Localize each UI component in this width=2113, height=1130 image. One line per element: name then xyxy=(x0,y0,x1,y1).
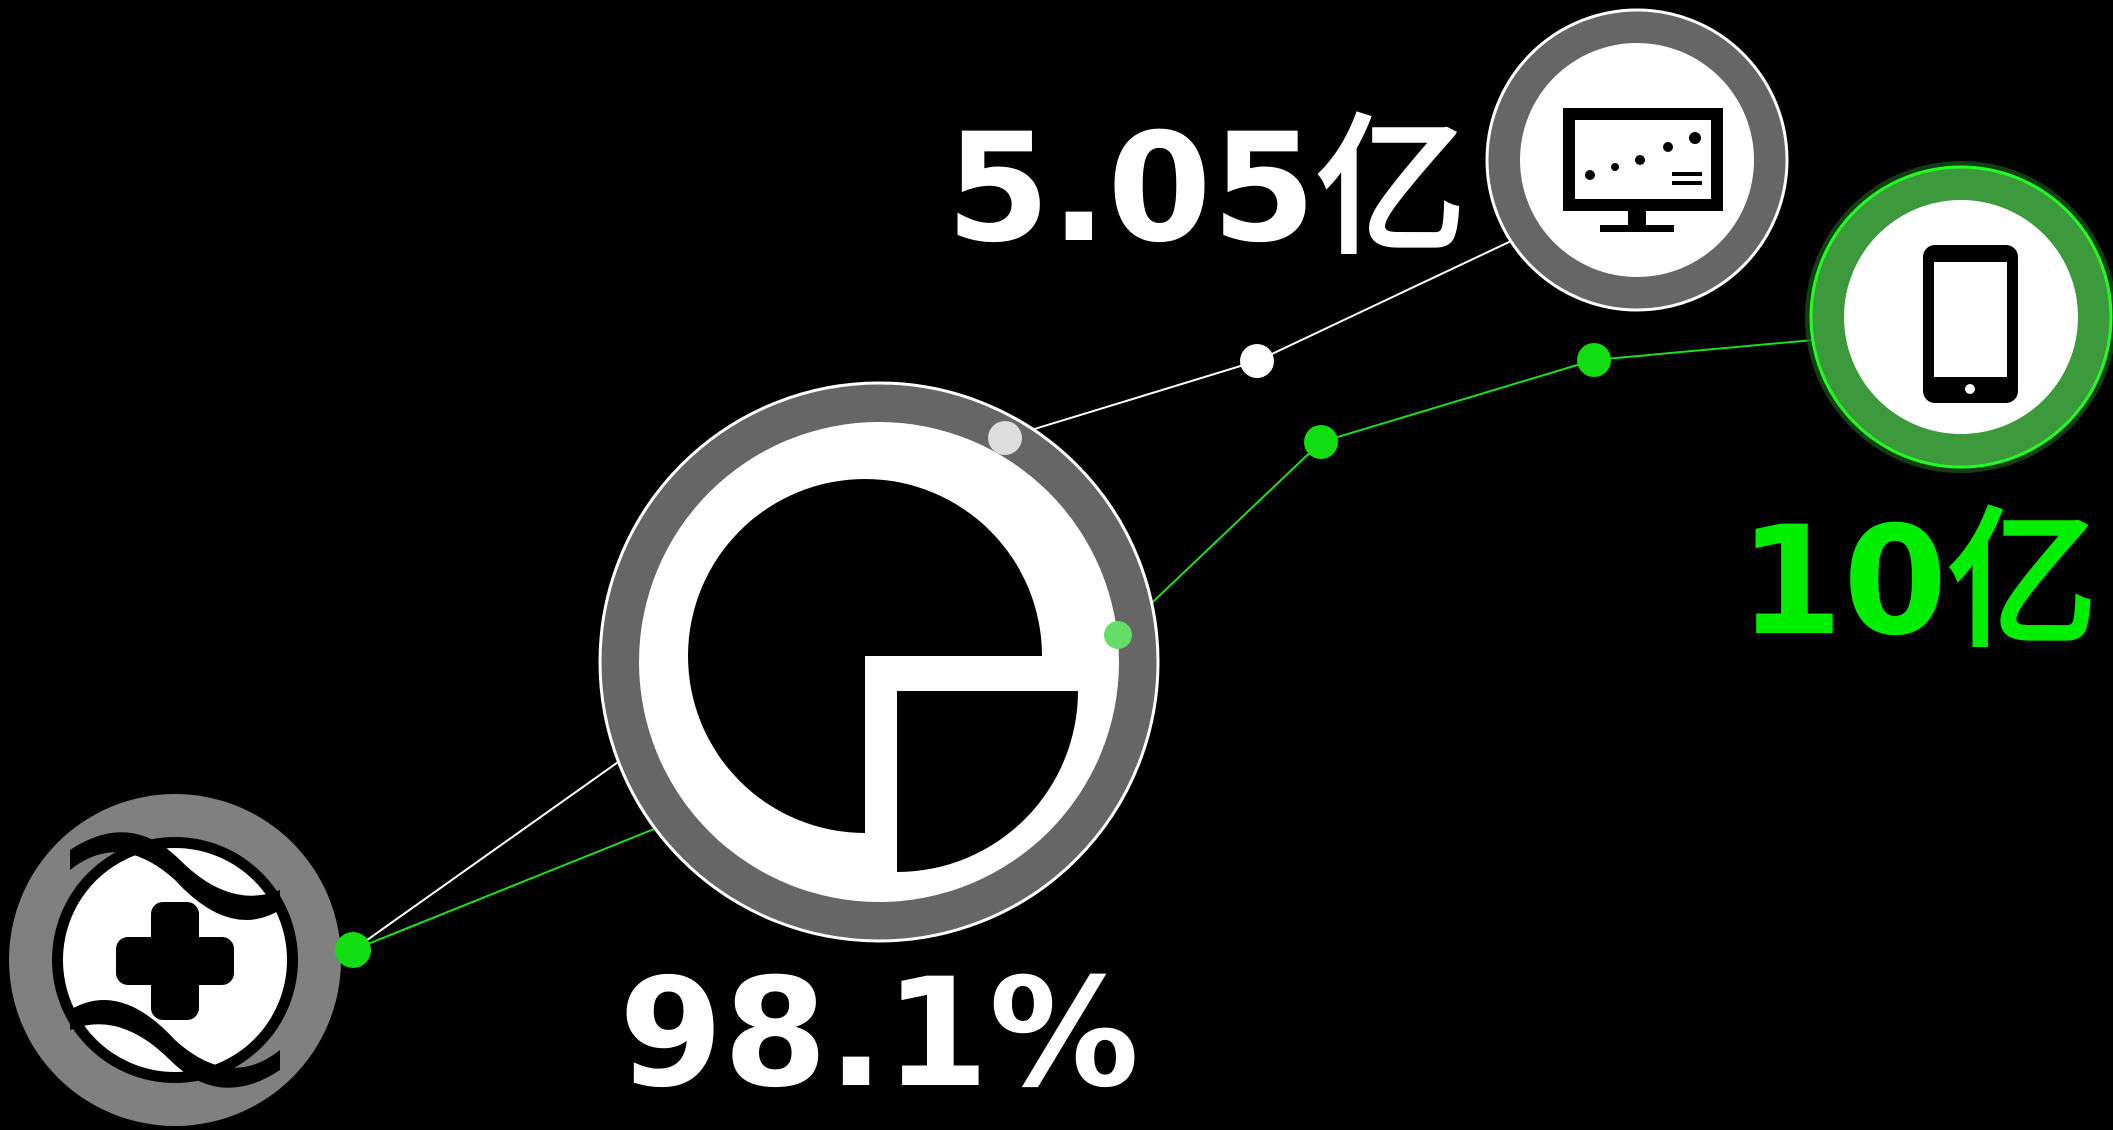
icon-dot xyxy=(1663,142,1673,152)
desktop-label: 5.05亿 xyxy=(946,102,1466,276)
monitor-base xyxy=(1600,225,1674,232)
green-dot xyxy=(335,932,371,968)
swoosh xyxy=(70,832,280,920)
green-connector xyxy=(1117,336,1847,636)
share-node xyxy=(598,381,1160,943)
swoosh xyxy=(70,1000,280,1088)
phone-button xyxy=(1965,384,1975,394)
mobile-label: 10亿 xyxy=(1739,495,2098,669)
monitor-stand xyxy=(1628,211,1646,225)
desktop-node xyxy=(1485,8,1789,312)
pie-icon xyxy=(688,479,1042,833)
pie-slice-icon xyxy=(897,691,1078,872)
icon-dot xyxy=(1635,155,1645,165)
icon-line xyxy=(1672,172,1702,176)
icon-line xyxy=(1672,181,1702,185)
icon-dot xyxy=(1611,163,1619,171)
green-dot xyxy=(1577,343,1611,377)
plus-icon xyxy=(116,937,234,985)
phone-screen xyxy=(1934,262,2007,377)
source-node xyxy=(9,794,341,1126)
green-dot xyxy=(1104,621,1132,649)
white-dot xyxy=(1240,344,1274,378)
icon-dot xyxy=(1689,132,1701,144)
green-connector xyxy=(352,812,695,951)
share-label: 98.1% xyxy=(619,947,1139,1121)
green-dot xyxy=(1304,425,1338,459)
mobile-node xyxy=(1805,161,2113,473)
white-dot xyxy=(988,421,1022,455)
icon-dot xyxy=(1585,170,1595,180)
white-connector xyxy=(352,737,653,951)
